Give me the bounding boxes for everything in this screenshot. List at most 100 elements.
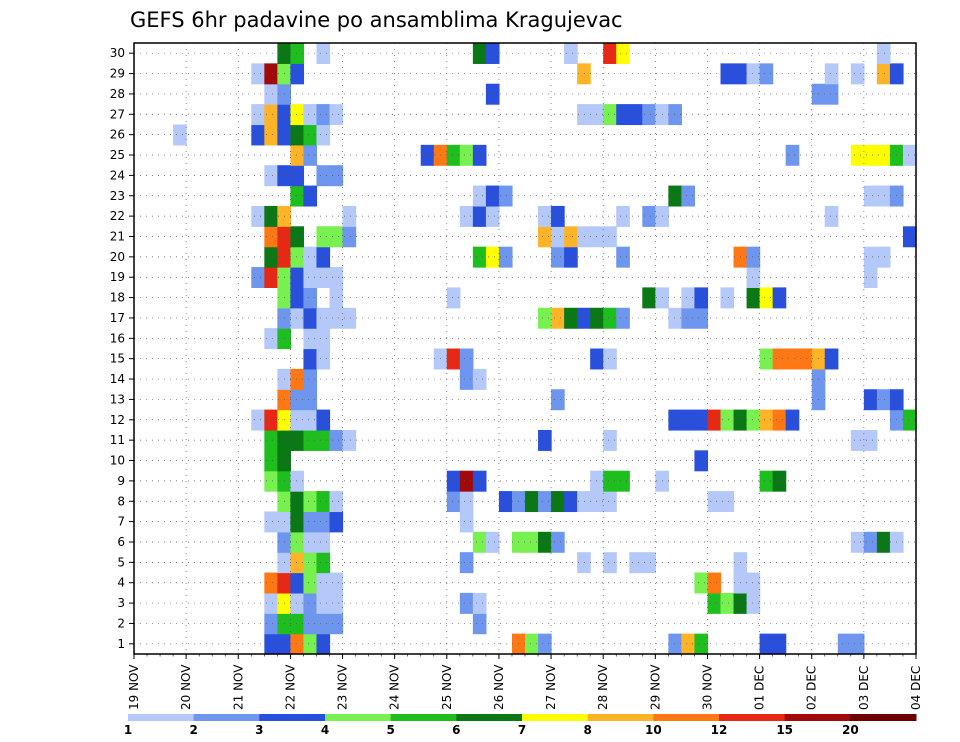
heatmap-cell (342, 429, 357, 451)
x-tick-label: 27 NOV (544, 664, 558, 710)
heatmap-cell (303, 307, 318, 329)
heatmap-cell (472, 144, 487, 166)
heatmap-cell (329, 287, 344, 309)
heatmap-cell (603, 226, 617, 248)
heatmap-cell (316, 633, 331, 655)
heatmap-cell (577, 307, 591, 329)
heatmap-cell (264, 205, 278, 227)
heatmap-cell (264, 633, 278, 655)
y-tick-label: 30 (110, 46, 125, 60)
heatmap-cell (329, 267, 344, 288)
x-tick-label: 26 NOV (492, 664, 506, 710)
heatmap-cell (720, 409, 735, 431)
heatmap-cell (446, 491, 461, 513)
legend-swatch (587, 714, 654, 721)
x-tick-label: 25 NOV (440, 664, 454, 710)
heatmap-cell (303, 104, 318, 126)
heatmap-cell (290, 165, 305, 187)
heatmap-cell (264, 104, 278, 126)
heatmap-cell (290, 124, 305, 146)
heatmap-cell (707, 409, 722, 431)
heatmap-cell (290, 511, 305, 533)
heatmap-cell (472, 592, 487, 614)
heatmap-cell (303, 613, 318, 635)
heatmap-cell (472, 470, 487, 492)
heatmap-cell (303, 409, 318, 431)
heatmap-cell (264, 226, 278, 248)
y-tick-label: 19 (110, 270, 125, 284)
heatmap-cell (472, 368, 487, 390)
y-tick-label: 28 (110, 87, 125, 101)
heatmap-cell (316, 491, 331, 513)
heatmap-cell (902, 226, 917, 248)
heatmap-cell (746, 409, 761, 431)
heatmap-cell (290, 226, 305, 248)
heatmap-cell (642, 287, 656, 309)
heatmap-cell (303, 144, 318, 166)
x-tick-label: 29 NOV (648, 664, 662, 710)
heatmap-cell (498, 185, 513, 207)
heatmap-cell (603, 429, 617, 451)
heatmap-cell (290, 287, 305, 309)
heatmap-cell (342, 226, 357, 248)
heatmap-cell (668, 633, 682, 655)
heatmap-cell (746, 267, 761, 288)
heatmap-cell (303, 633, 318, 655)
heatmap-cell (290, 267, 305, 288)
heatmap-cell (264, 165, 278, 187)
legend-swatch (128, 714, 195, 721)
legend-label: 6 (452, 723, 460, 737)
heatmap-cell (251, 63, 265, 85)
heatmap-cell (251, 267, 265, 288)
heatmap-cell (290, 43, 305, 64)
legend-label: 15 (776, 723, 793, 737)
heatmap-cell (681, 409, 696, 431)
heatmap-cell (290, 185, 305, 207)
heatmap-cell (498, 246, 513, 268)
legend-label: 5 (386, 723, 394, 737)
legend-swatch (390, 714, 457, 721)
heatmap-cell (251, 104, 265, 126)
heatmap-cell (616, 104, 630, 126)
heatmap-cell (785, 409, 800, 431)
y-tick-label: 9 (117, 474, 125, 488)
heatmap-cell (798, 348, 813, 370)
heatmap-cell (303, 429, 318, 451)
heatmap-cell (824, 83, 839, 105)
heatmap-cell (629, 552, 643, 574)
x-tick-label: 21 NOV (231, 664, 245, 710)
heatmap-cell (577, 63, 591, 85)
heatmap-cell (290, 613, 305, 635)
heatmap-cell (290, 592, 305, 614)
heatmap-cell (303, 287, 318, 309)
heatmap-cell (863, 267, 878, 288)
legend-swatch (193, 714, 260, 721)
heatmap-cell (876, 185, 891, 207)
y-tick-label: 27 (110, 107, 125, 121)
heatmap-cell (746, 63, 761, 85)
heatmap-cell (850, 144, 865, 166)
legend-swatch (653, 714, 720, 721)
legend-label: 12 (711, 723, 728, 737)
heatmap-cell (316, 511, 331, 533)
x-tick-label: 24 NOV (388, 664, 402, 710)
heatmap-cell (316, 552, 331, 574)
heatmap-cell (577, 491, 591, 513)
heatmap-cell (668, 409, 682, 431)
heatmap-cell (303, 368, 318, 390)
heatmap-cell (329, 613, 344, 635)
heatmap-cell (577, 104, 591, 126)
heatmap-cell (876, 144, 891, 166)
heatmap-cell (459, 144, 474, 166)
heatmap-cell (173, 124, 187, 146)
heatmap-cell (876, 531, 891, 553)
heatmap-cell (603, 491, 617, 513)
chart-title: GEFS 6hr padavine po ansamblima Kragujev… (130, 8, 623, 32)
heatmap-cell (824, 348, 839, 370)
heatmap-cell (316, 43, 331, 64)
heatmap-cell (603, 307, 617, 329)
heatmap-cell (902, 409, 917, 431)
heatmap-cell (290, 104, 305, 126)
heatmap-cell (551, 226, 565, 248)
heatmap-cell (316, 572, 331, 594)
